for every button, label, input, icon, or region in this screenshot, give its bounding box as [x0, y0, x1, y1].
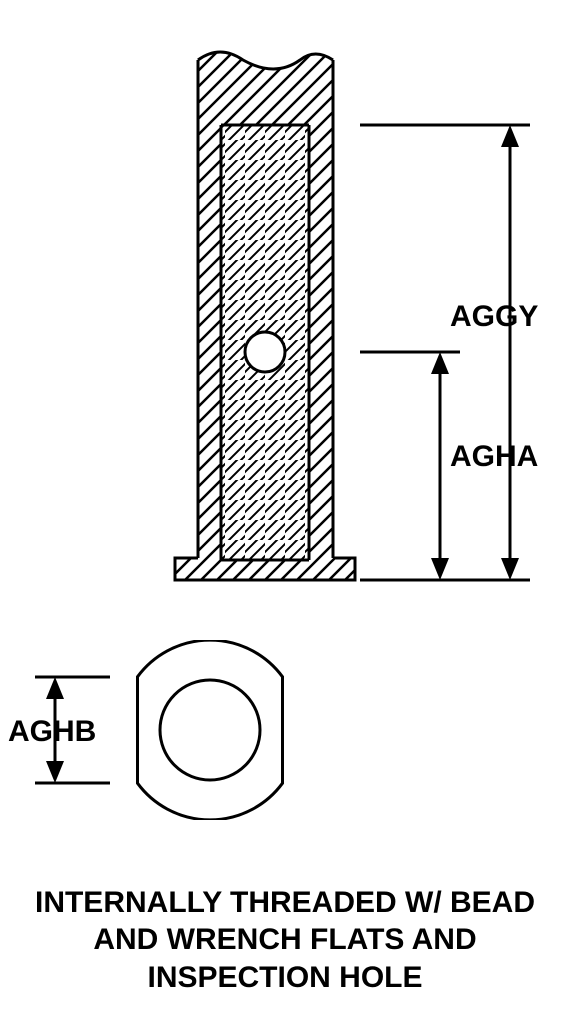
diagram-root: AGGY AGHA AGHB INTERNALLY THREADED W/ BE…	[0, 0, 570, 1031]
label-aghb: AGHB	[8, 715, 96, 749]
dim-lines-right	[340, 40, 570, 640]
caption: INTERNALLY THREADED W/ BEAD AND WRENCH F…	[0, 884, 570, 997]
top-view	[100, 640, 320, 820]
label-aggy: AGGY	[450, 300, 538, 334]
side-view	[165, 40, 365, 600]
label-agha: AGHA	[450, 440, 538, 474]
